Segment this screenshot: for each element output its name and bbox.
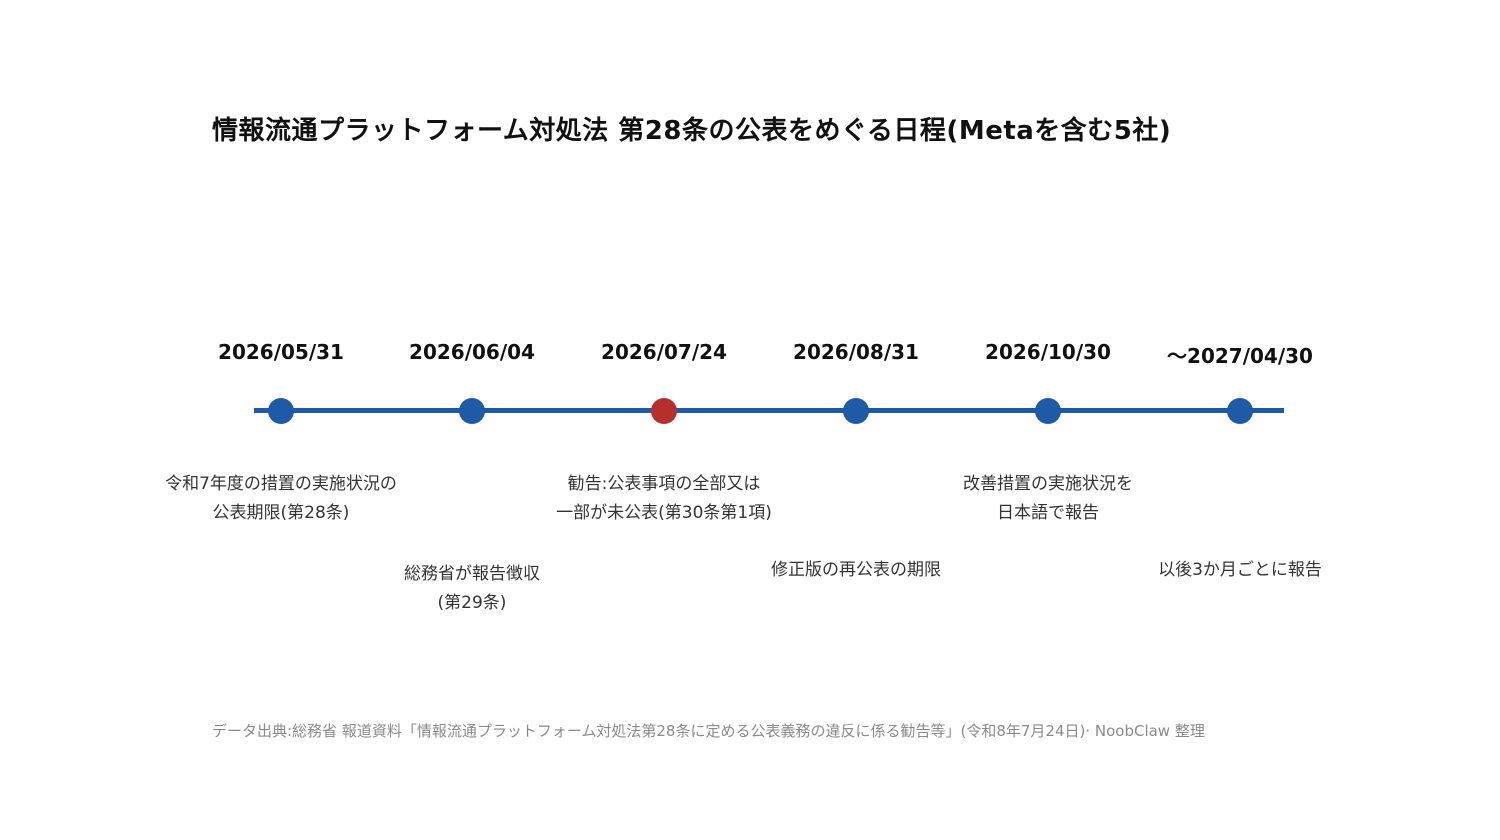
milestone-description-line: 公表期限(第28条) [212, 503, 350, 523]
milestone-description-line: (第29条) [437, 593, 507, 613]
milestone-date-2: 2026/06/04 [409, 340, 535, 364]
milestone-description-line: 日本語で報告 [997, 503, 1099, 523]
timeline-track [254, 408, 1284, 413]
milestone-description-line: 総務省が報告徴収 [404, 564, 540, 584]
milestone-marker-6 [1227, 398, 1253, 424]
milestone-description-line: 以後3か月ごとに報告 [1158, 560, 1322, 580]
milestone-description-4: 修正版の再公表の期限 [706, 556, 1006, 585]
milestone-description-line: 改善措置の実施状況を [963, 474, 1133, 494]
milestone-description-6: 以後3か月ごとに報告 [1090, 556, 1390, 585]
milestone-date-4: 2026/08/31 [793, 340, 919, 364]
milestone-date-5: 2026/10/30 [985, 340, 1111, 364]
milestone-description-line: 一部が未公表(第30条第1項) [556, 503, 772, 523]
milestone-marker-3-highlight [651, 398, 677, 424]
milestone-marker-4 [843, 398, 869, 424]
source-note: データ出典:総務省 報道資料「情報流通プラットフォーム対処法第28条に定める公表… [212, 722, 1205, 740]
milestone-date-1: 2026/05/31 [218, 340, 344, 364]
timeline: 2026/05/31 2026/06/04 2026/07/24 2026/08… [131, 340, 1390, 618]
milestone-description-5: 改善措置の実施状況を 日本語で報告 [898, 470, 1198, 528]
milestone-marker-5 [1035, 398, 1061, 424]
milestone-description-3: 勧告:公表事項の全部又は 一部が未公表(第30条第1項) [514, 470, 814, 528]
chart-title: 情報流通プラットフォーム対処法 第28条の公表をめぐる日程(Metaを含む5社) [212, 116, 1172, 146]
milestone-description-line: 修正版の再公表の期限 [771, 560, 941, 580]
milestone-description-line: 令和7年度の措置の実施状況の [165, 474, 397, 494]
milestone-marker-1 [268, 398, 294, 424]
milestone-marker-2 [459, 398, 485, 424]
milestone-description-1: 令和7年度の措置の実施状況の 公表期限(第28条) [131, 470, 431, 528]
milestone-date-6: 〜2027/04/30 [1167, 344, 1313, 368]
milestone-description-line: 勧告:公表事項の全部又は [567, 474, 761, 494]
milestone-date-3: 2026/07/24 [601, 340, 727, 364]
milestone-description-2: 総務省が報告徴収 (第29条) [322, 560, 622, 618]
